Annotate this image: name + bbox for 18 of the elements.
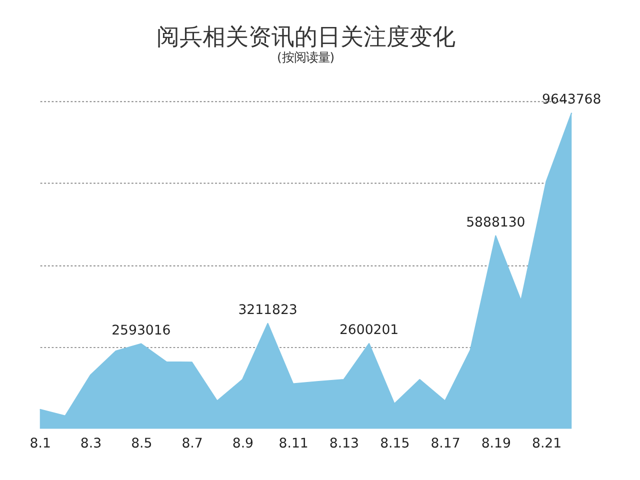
x-tick-label: 8.21	[532, 436, 562, 452]
data-label: 2593016	[112, 323, 171, 338]
x-tick-label: 8.11	[278, 436, 308, 452]
x-tick-label: 8.3	[80, 436, 102, 452]
x-tick-label: 8.13	[329, 436, 360, 452]
x-tick-label: 8.5	[131, 436, 152, 452]
data-label: 3211823	[238, 303, 298, 318]
x-tick-label: 8.19	[481, 436, 511, 452]
data-label: 2600201	[339, 323, 399, 338]
data-label: 5888130	[466, 215, 526, 230]
data-label: 9643768	[542, 92, 602, 108]
x-tick-label: 8.7	[182, 436, 203, 452]
x-tick-label: 8.15	[380, 436, 410, 452]
chart-title: 阅兵相关资讯的日关注度变化	[156, 24, 456, 50]
chart-subtitle: (按阅读量)	[276, 50, 335, 65]
x-tick-label: 8.17	[430, 436, 460, 452]
x-tick-label: 8.9	[232, 436, 254, 452]
x-tick-label: 8.1	[30, 436, 51, 452]
